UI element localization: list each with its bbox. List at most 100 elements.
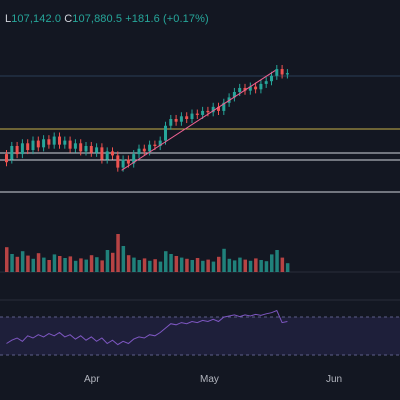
volume-bar bbox=[63, 258, 67, 272]
volume-bar bbox=[285, 263, 290, 272]
candle-body bbox=[47, 139, 51, 145]
candle-body bbox=[270, 75, 273, 82]
candle-body bbox=[95, 147, 99, 153]
volume-bar bbox=[52, 254, 57, 272]
candle-body bbox=[58, 136, 61, 145]
close-key: C bbox=[64, 13, 73, 25]
volume-bar bbox=[280, 257, 285, 272]
volume-bar bbox=[259, 260, 263, 272]
volume-bar bbox=[84, 259, 88, 272]
candle-body bbox=[264, 81, 268, 84]
candle-body bbox=[79, 143, 83, 152]
volume-bar bbox=[10, 254, 14, 272]
candle-body bbox=[254, 86, 258, 90]
volume-bar bbox=[5, 247, 9, 272]
candle-body bbox=[84, 146, 88, 152]
volume-bar bbox=[148, 260, 152, 272]
volume-bar bbox=[89, 255, 94, 272]
trendline bbox=[121, 69, 276, 171]
volume-bar bbox=[105, 250, 110, 272]
volume-bar bbox=[254, 258, 258, 272]
volume-bar bbox=[222, 248, 226, 272]
candle-body bbox=[5, 154, 8, 163]
candle-body bbox=[153, 144, 157, 146]
volume-bar bbox=[42, 257, 46, 272]
candle-body bbox=[73, 143, 77, 149]
candle-body bbox=[10, 146, 14, 160]
volume-bar bbox=[111, 252, 115, 272]
candle-body bbox=[121, 159, 125, 168]
close-value: 107,880.5 bbox=[72, 13, 123, 25]
candle-body bbox=[63, 140, 67, 145]
candle-body bbox=[132, 154, 136, 164]
volume-layer bbox=[5, 234, 290, 272]
volume-bar bbox=[26, 255, 30, 272]
volume-bar bbox=[211, 261, 216, 272]
volume-bar bbox=[73, 260, 78, 272]
volume-bar bbox=[95, 257, 99, 272]
candle-body bbox=[243, 87, 247, 91]
volume-bar bbox=[201, 260, 205, 272]
candle-body bbox=[142, 148, 146, 152]
candle-body bbox=[259, 83, 263, 90]
volume-bar bbox=[164, 251, 168, 272]
candle-body bbox=[195, 113, 199, 115]
candle-body bbox=[26, 143, 30, 151]
rsi-line bbox=[6, 309, 288, 346]
candle-body bbox=[164, 125, 167, 141]
volume-bar bbox=[126, 255, 131, 272]
candle-body bbox=[280, 69, 284, 75]
volume-bar bbox=[227, 258, 232, 272]
candle-body bbox=[31, 140, 35, 151]
candle-body bbox=[52, 136, 56, 145]
volume-bar bbox=[174, 256, 179, 272]
volume-bar bbox=[195, 258, 200, 272]
candle-body bbox=[89, 146, 93, 153]
candle-body bbox=[36, 140, 40, 148]
volume-bar bbox=[142, 258, 147, 272]
candle-body bbox=[126, 159, 130, 164]
candle-body bbox=[238, 87, 242, 92]
volume-bar bbox=[116, 234, 120, 272]
candle-body bbox=[42, 139, 46, 148]
candle-body bbox=[285, 73, 289, 75]
volume-bar bbox=[232, 260, 237, 272]
volume-bar bbox=[15, 256, 20, 272]
x-label-jun: Jun bbox=[326, 374, 343, 385]
volume-bar bbox=[100, 260, 104, 272]
volume-bar bbox=[47, 260, 51, 272]
candle-body bbox=[222, 102, 226, 111]
candle-body bbox=[100, 147, 104, 160]
candle-body bbox=[111, 151, 114, 156]
volume-bar bbox=[58, 256, 62, 272]
candle-body bbox=[158, 140, 162, 146]
candle-body bbox=[174, 119, 178, 122]
volume-bar bbox=[158, 261, 163, 272]
ohlc-legend: L107,142.0 C107,880.5 +181.6 (+0.17%) bbox=[5, 13, 209, 25]
volume-bar bbox=[31, 258, 35, 272]
volume-bar bbox=[132, 257, 136, 272]
candle-body bbox=[275, 69, 279, 76]
candle-body bbox=[15, 146, 19, 155]
volume-bar bbox=[153, 259, 157, 272]
candles-layer bbox=[5, 65, 289, 172]
volume-bar bbox=[264, 261, 269, 272]
candle-body bbox=[20, 143, 24, 155]
candle-body bbox=[105, 151, 109, 160]
candle-body bbox=[185, 116, 189, 119]
candle-body bbox=[169, 119, 173, 126]
volume-bar bbox=[243, 259, 247, 272]
volume-bar bbox=[36, 253, 41, 272]
volume-bar bbox=[137, 260, 141, 272]
candle-body bbox=[206, 110, 210, 113]
volume-bar bbox=[121, 246, 126, 272]
price-change: +181.6 (+0.17%) bbox=[125, 13, 209, 25]
volume-bar bbox=[20, 251, 25, 272]
volume-bar bbox=[275, 250, 279, 272]
low-value: 107,142.0 bbox=[11, 13, 62, 25]
low-key: L bbox=[5, 13, 12, 25]
horizontal-levels bbox=[0, 75, 400, 301]
rsi-layer bbox=[0, 309, 400, 356]
candle-body bbox=[190, 113, 194, 119]
